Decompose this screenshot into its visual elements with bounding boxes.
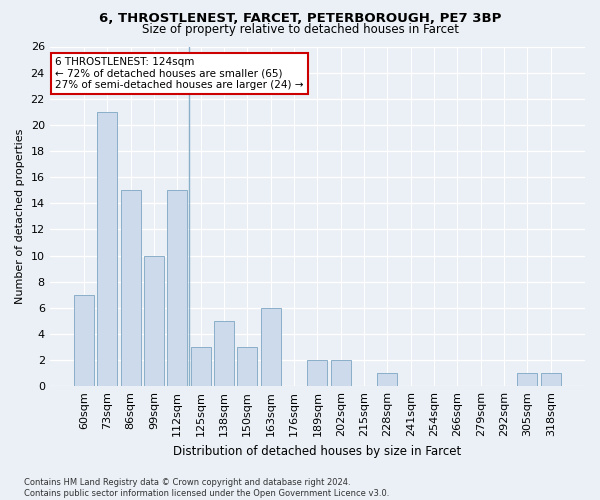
Bar (144, 256, 164, 386)
Bar (541, 373, 560, 386)
X-axis label: Distribution of detached houses by size in Farcet: Distribution of detached houses by size … (173, 444, 461, 458)
Bar (214, 321, 234, 386)
Text: Contains HM Land Registry data © Crown copyright and database right 2024.
Contai: Contains HM Land Registry data © Crown c… (24, 478, 389, 498)
Bar (167, 190, 187, 386)
Y-axis label: Number of detached properties: Number of detached properties (15, 128, 25, 304)
Bar (191, 347, 211, 386)
Bar (238, 347, 257, 386)
Bar (307, 360, 327, 386)
Bar (74, 294, 94, 386)
Text: 6, THROSTLENEST, FARCET, PETERBOROUGH, PE7 3BP: 6, THROSTLENEST, FARCET, PETERBOROUGH, P… (99, 12, 501, 26)
Bar (261, 308, 281, 386)
Text: Size of property relative to detached houses in Farcet: Size of property relative to detached ho… (142, 22, 458, 36)
Bar (331, 360, 350, 386)
Bar (97, 112, 117, 386)
Bar (517, 373, 538, 386)
Bar (377, 373, 397, 386)
Bar (121, 190, 140, 386)
Text: 6 THROSTLENEST: 124sqm
← 72% of detached houses are smaller (65)
27% of semi-det: 6 THROSTLENEST: 124sqm ← 72% of detached… (55, 56, 304, 90)
